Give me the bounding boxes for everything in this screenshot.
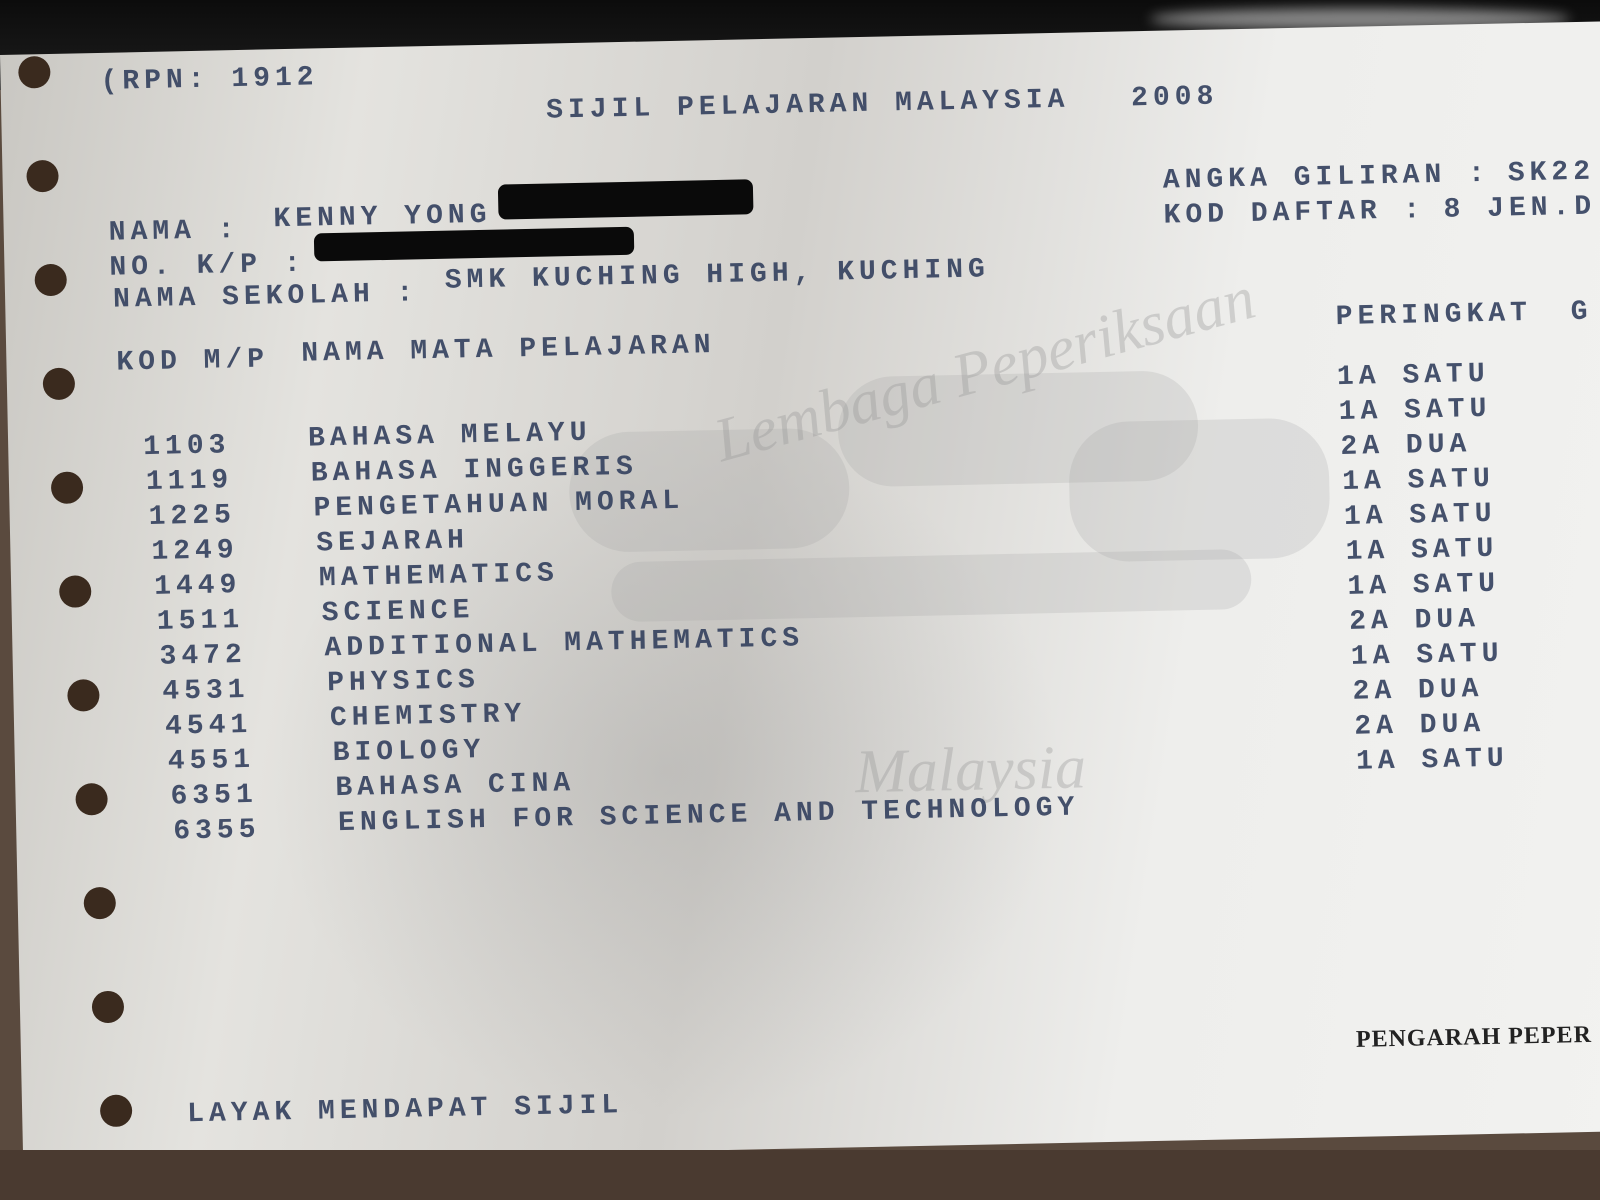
subject-grade: 2A DUA <box>1354 709 1486 743</box>
col-header-subject: NAMA MATA PELAJARAN <box>301 330 716 370</box>
subject-code: 4551 <box>167 744 256 778</box>
redaction-ic <box>313 226 635 262</box>
certificate-paper: Lembaga Peperiksaan Malaysia (RPN: 1912 … <box>0 20 1600 1165</box>
subject-code: 3472 <box>159 639 248 673</box>
subject-grade: 1A SATU <box>1347 568 1501 603</box>
subject-name: SCIENCE <box>321 595 475 630</box>
angka-giliran-value: SK22 <box>1507 156 1596 190</box>
subject-code: 1119 <box>145 465 234 499</box>
sekolah-label: NAMA SEKOLAH : <box>112 278 419 316</box>
col-header-code: KOD M/P <box>116 344 270 379</box>
subject-name: BAHASA CINA <box>335 768 576 805</box>
rpn-text: (RPN: 1912 <box>100 62 319 98</box>
subject-grade: 2A DUA <box>1352 674 1484 708</box>
tractor-feed-hole <box>42 367 76 401</box>
sekolah-value: SMK KUCHING HIGH, KUCHING <box>444 254 991 297</box>
subject-code: 1249 <box>151 535 239 568</box>
tractor-feed-hole <box>50 471 84 505</box>
tractor-feed-hole <box>26 159 59 193</box>
subject-code: 1449 <box>153 570 242 603</box>
subject-grade: 1A SATU <box>1341 463 1496 498</box>
subject-grade: 2A DUA <box>1340 429 1472 464</box>
subject-grade: 1A SATU <box>1336 358 1490 394</box>
col-header-grade: PERINGKAT <box>1335 297 1533 334</box>
angka-giliran-label: ANGKA GILIRAN : <box>1162 158 1491 197</box>
kod-daftar-label: KOD DAFTAR : <box>1163 195 1426 232</box>
background-table <box>0 1150 1600 1200</box>
kod-daftar-value: 8 JEN.D <box>1443 191 1597 226</box>
subject-name: BIOLOGY <box>332 734 486 770</box>
tractor-feed-hole <box>91 990 125 1024</box>
subject-grade: 1A SATU <box>1350 638 1504 673</box>
subject-code: 4541 <box>164 709 253 743</box>
subject-code: 6355 <box>172 814 261 848</box>
subject-grade: 1A SATU <box>1355 743 1510 778</box>
subject-name: MATHEMATICS <box>318 558 560 595</box>
watermark-logo <box>610 548 1252 623</box>
result-statement: LAYAK MENDAPAT SIJIL <box>186 1090 624 1131</box>
tractor-feed-hole <box>75 782 108 816</box>
kp-label: NO. K/P : <box>109 248 307 284</box>
subject-grade: 1A SATU <box>1345 533 1499 568</box>
exam-year: 2008 <box>1130 81 1219 115</box>
subject-name: SEJARAH <box>315 525 470 560</box>
tractor-feed-hole <box>83 886 117 920</box>
redaction-name <box>497 179 754 220</box>
subject-grade: 2A DUA <box>1348 604 1481 638</box>
subject-code: 1103 <box>142 430 231 464</box>
subject-code: 6351 <box>170 779 259 813</box>
signature-title: PENGARAH PEPER <box>1355 1021 1593 1053</box>
subject-grade: 1A SATU <box>1338 393 1492 429</box>
subject-name: PHYSICS <box>326 665 481 700</box>
nama-label: NAMA : <box>108 215 240 249</box>
tractor-feed-hole <box>67 679 100 712</box>
tractor-feed-hole <box>34 263 68 297</box>
subject-code: 1511 <box>156 605 245 638</box>
subject-name: CHEMISTRY <box>329 699 527 735</box>
tractor-feed-hole <box>18 55 51 89</box>
subject-code: 4531 <box>162 674 250 708</box>
document-title: SIJIL PELAJARAN MALAYSIA <box>545 84 1070 127</box>
subject-name: BAHASA MELAYU <box>307 417 592 455</box>
col-header-cut: G <box>1570 296 1593 329</box>
subject-code: 1225 <box>148 500 237 533</box>
subject-grade: 1A SATU <box>1343 498 1497 533</box>
tractor-feed-hole <box>99 1094 133 1128</box>
watermark-logo <box>1067 417 1331 563</box>
tractor-feed-hole <box>58 575 92 608</box>
